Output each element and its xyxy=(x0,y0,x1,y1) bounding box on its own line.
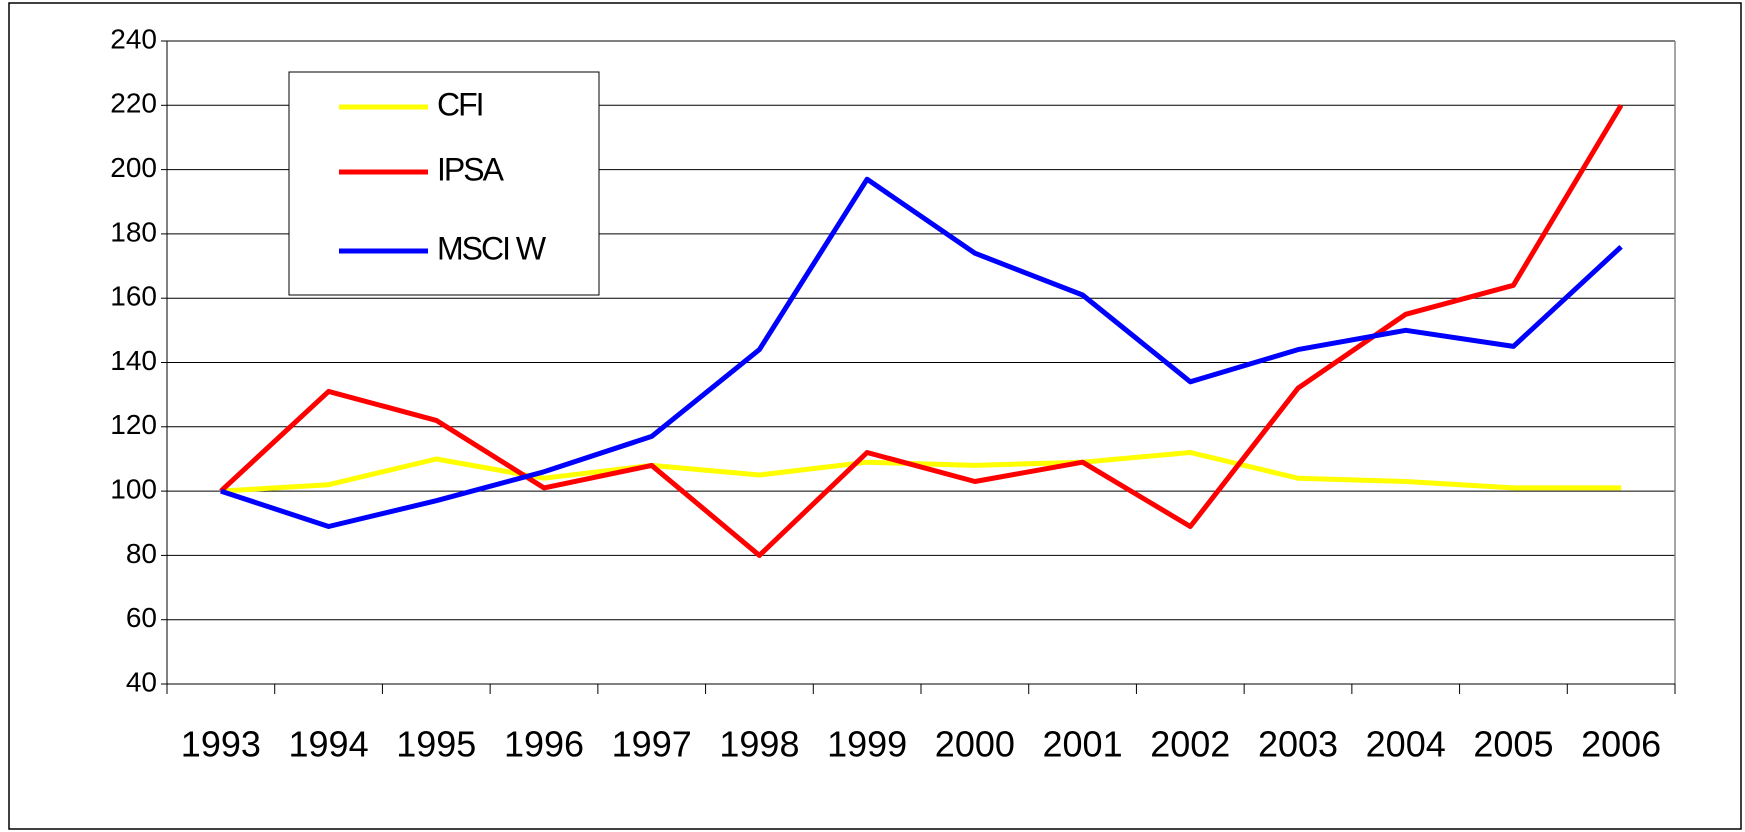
series-line xyxy=(220,450,1622,494)
series-line xyxy=(220,176,1623,529)
x-tick-label: 2000 xyxy=(935,724,1015,765)
y-tick-label: 120 xyxy=(110,409,157,440)
x-tick-label: 1994 xyxy=(289,724,369,765)
legend-label: CFI xyxy=(437,86,483,122)
y-tick-label: 60 xyxy=(126,602,157,633)
x-tick-label: 2005 xyxy=(1473,724,1553,765)
x-tick-label: 1999 xyxy=(827,724,907,765)
x-tick-label: 2003 xyxy=(1258,724,1338,765)
y-tick-label: 240 xyxy=(110,23,157,54)
legend-label: MSCI W xyxy=(437,230,547,266)
x-tick-label: 2002 xyxy=(1150,724,1230,765)
y-tick-label: 200 xyxy=(110,152,157,183)
series-line xyxy=(219,104,1624,558)
x-tick-label: 1996 xyxy=(504,724,584,765)
y-tick-label: 80 xyxy=(126,538,157,569)
x-tick-label: 1995 xyxy=(396,724,476,765)
chart-border xyxy=(8,2,1742,830)
x-tick-label: 2006 xyxy=(1581,724,1661,765)
y-tick-label: 160 xyxy=(110,281,157,312)
y-tick-label: 220 xyxy=(110,88,157,119)
y-tick-label: 140 xyxy=(110,345,157,376)
x-tick-label: 1993 xyxy=(181,724,261,765)
x-tick-label: 2004 xyxy=(1366,724,1446,765)
y-tick-label: 100 xyxy=(110,473,157,504)
y-tick-label: 40 xyxy=(126,666,157,697)
legend-label: IPSA xyxy=(437,151,505,187)
x-tick-label: 1997 xyxy=(612,724,692,765)
x-tick-label: 1998 xyxy=(719,724,799,765)
x-tick-label: 2001 xyxy=(1043,724,1123,765)
y-tick-label: 180 xyxy=(110,216,157,247)
